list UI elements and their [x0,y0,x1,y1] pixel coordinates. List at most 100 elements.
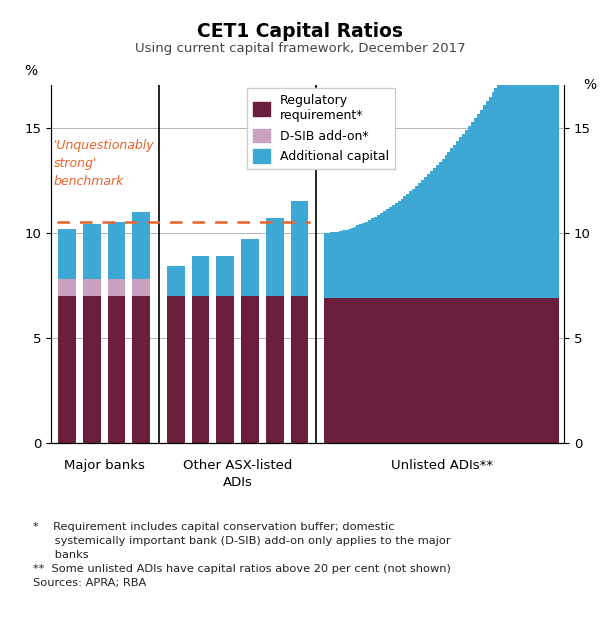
Bar [515,55,518,298]
Bar [345,230,347,298]
Bar [374,298,377,443]
Bar [491,92,494,298]
Bar [433,168,436,298]
Bar [512,298,515,443]
Bar [217,296,234,443]
Bar [342,230,345,298]
Bar [445,155,448,298]
Bar [58,296,76,443]
Bar [483,106,485,298]
Y-axis label: %: % [24,65,37,78]
Bar [544,298,547,443]
Bar [386,210,389,298]
Bar [477,298,480,443]
Bar [380,213,383,298]
Bar [415,298,418,443]
Bar [339,298,342,443]
Bar [290,201,308,296]
Bar [353,227,356,298]
Bar [368,298,371,443]
Bar [468,126,471,298]
Bar [350,298,353,443]
Text: Other ASX-listed
ADIs: Other ASX-listed ADIs [183,459,292,489]
Bar [327,232,330,298]
Bar [374,217,377,298]
Bar [509,65,512,298]
Bar [553,0,556,298]
Bar [465,130,468,298]
Bar [521,298,524,443]
Bar [167,266,185,296]
Bar [347,229,350,298]
Bar [471,298,474,443]
Bar [359,224,362,298]
Bar [480,110,483,298]
Bar [330,298,333,443]
Bar [550,0,553,298]
Bar [353,298,356,443]
Bar [290,296,308,443]
Bar [530,298,533,443]
Bar [427,175,430,298]
Bar [451,298,454,443]
Bar [536,19,539,298]
Bar [518,50,521,298]
Bar [539,298,541,443]
Bar [457,298,459,443]
Bar [448,298,451,443]
Bar [383,211,386,298]
Bar [494,88,497,298]
Bar [506,70,509,298]
Bar [418,183,421,298]
Bar [474,298,477,443]
Bar [541,298,544,443]
Text: Using current capital framework, December 2017: Using current capital framework, Decembe… [134,42,466,56]
Bar [266,296,284,443]
Bar [403,196,406,298]
Bar [58,229,76,279]
Bar [474,118,477,298]
Bar [468,298,471,443]
Bar [395,203,398,298]
Bar [356,225,359,298]
Bar [327,298,330,443]
Bar [339,231,342,298]
Bar [395,298,398,443]
Bar [439,162,442,298]
Bar [356,298,359,443]
Bar [421,180,424,298]
Bar [324,298,327,443]
Bar [336,232,339,298]
Bar [465,298,468,443]
Bar [539,14,541,298]
Bar [389,298,392,443]
Bar [412,189,415,298]
Bar [347,298,350,443]
Bar [133,279,150,296]
Bar [547,298,550,443]
Y-axis label: %: % [583,78,596,92]
Bar [485,101,488,298]
Bar [371,298,374,443]
Bar [58,279,76,296]
Bar [550,298,553,443]
Bar [451,148,454,298]
Bar [497,298,500,443]
Bar [530,30,533,298]
Text: Unlisted ADIs**: Unlisted ADIs** [391,459,493,472]
Bar [536,298,539,443]
Bar [533,25,536,298]
Bar [406,194,409,298]
Bar [430,298,433,443]
Bar [500,298,503,443]
Bar [424,298,427,443]
Bar [368,220,371,298]
Bar [518,298,521,443]
Bar [497,84,500,298]
Bar [336,298,339,443]
Bar [217,256,234,296]
Bar [392,205,395,298]
Bar [491,298,494,443]
Bar [430,172,433,298]
Bar [483,298,485,443]
